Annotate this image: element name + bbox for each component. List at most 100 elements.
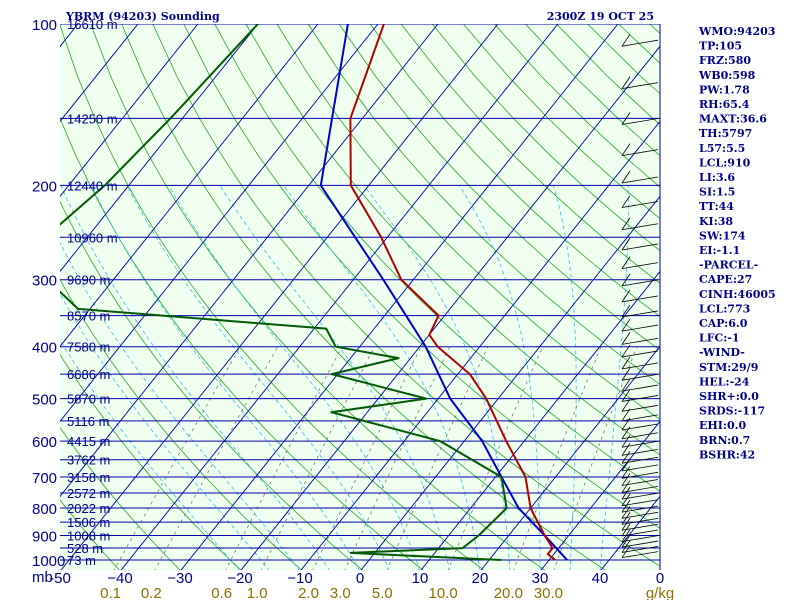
dry-adiabat <box>338 24 660 351</box>
wind-barb <box>621 378 659 392</box>
isotherm <box>300 120 660 570</box>
wind-barb <box>621 170 659 184</box>
moist-adiabat <box>168 185 420 570</box>
index-value: L57:5.5 <box>699 142 745 155</box>
mixing-ratio-line <box>113 346 241 570</box>
sounding-time: 2300Z 19 OCT 25 <box>547 10 654 23</box>
index-value: LCL:910 <box>699 156 751 169</box>
height-label: 5870 m <box>67 392 110 407</box>
temperature-tick-label: 40 <box>592 570 609 587</box>
mixing-ratio-label: 0.6 <box>211 585 232 600</box>
mixing-ratio-label: 1.0 <box>247 585 268 600</box>
mixing-ratio-unit: g/kg <box>646 585 674 600</box>
wind-barb <box>621 399 659 412</box>
wind-barb <box>621 506 659 519</box>
moist-adiabat <box>363 185 511 570</box>
height-label: 14250 m <box>67 111 118 126</box>
wind-barb <box>621 523 659 537</box>
isotherm <box>180 24 619 570</box>
parcel-trace <box>319 24 568 561</box>
index-value: HEL:-24 <box>699 375 750 388</box>
index-value: KI:38 <box>699 215 733 228</box>
index-value: SHR+:0.0 <box>699 390 759 403</box>
index-value: CAPE:27 <box>699 273 752 286</box>
pressure-unit-label: mb <box>32 569 53 586</box>
wind-barb <box>621 512 659 525</box>
dry-adiabat <box>121 24 606 570</box>
isotherm <box>60 24 499 570</box>
wind-barb <box>621 237 659 251</box>
height-label: 2022 m <box>67 501 110 516</box>
wind-barb <box>621 518 659 531</box>
index-value: EHI:0.0 <box>699 419 746 432</box>
mixing-ratio-label: 2.0 <box>298 585 319 600</box>
isotherm <box>60 24 199 198</box>
isotherm <box>60 24 379 423</box>
isotherm <box>60 24 139 123</box>
mixing-ratio-line <box>225 346 343 570</box>
moist-adiabat <box>599 185 629 570</box>
pressure-tick-label: 900 <box>32 528 57 545</box>
wind-barb <box>621 480 659 493</box>
wind-barb <box>621 112 659 125</box>
height-label: 3762 m <box>67 453 110 468</box>
index-value: WB0:598 <box>698 69 756 82</box>
isotherm <box>60 24 439 498</box>
temperature-trace <box>349 24 556 561</box>
index-value: SI:1.5 <box>699 186 735 199</box>
wind-barb <box>621 256 659 270</box>
isotherm <box>60 24 259 273</box>
temperature-tick-label: -50 <box>49 570 71 587</box>
index-value: -WIND- <box>699 346 745 359</box>
mixing-ratio-line <box>154 346 279 570</box>
wind-barb <box>621 195 659 208</box>
isotherm <box>360 195 660 570</box>
mixing-ratio-label: 0.1 <box>100 585 121 600</box>
dry-adiabat <box>183 24 660 529</box>
plot-background <box>60 24 660 570</box>
index-value: LCL:773 <box>699 302 750 315</box>
temperature-tick-label: 30 <box>532 570 549 587</box>
pressure-tick-label: 100 <box>32 17 57 34</box>
mixing-ratio-label: 3.0 <box>330 585 351 600</box>
wind-barb <box>621 76 659 90</box>
index-value: FRZ:580 <box>699 54 751 67</box>
index-value: LI:3.6 <box>699 171 735 184</box>
index-value: STM:29/9 <box>699 361 758 374</box>
moist-adiabat <box>126 185 390 570</box>
wind-barb <box>621 356 659 370</box>
index-value: CAP:6.0 <box>699 317 748 330</box>
mixing-ratio-line <box>312 346 422 570</box>
mixing-ratio-label: 0.2 <box>141 585 162 600</box>
index-value: SW:174 <box>699 229 746 242</box>
wind-barb <box>621 499 659 513</box>
index-value: -PARCEL- <box>699 259 758 272</box>
isotherm <box>480 345 660 570</box>
wind-axis-label: 0 <box>656 570 664 587</box>
isotherm <box>420 270 660 570</box>
moist-adiabat <box>60 339 240 570</box>
dry-adiabat <box>276 24 660 420</box>
index-value: WMO:94203 <box>698 25 775 38</box>
dry-adiabat <box>60 499 120 570</box>
dry-adiabat <box>60 426 181 570</box>
dry-adiabat <box>60 353 242 570</box>
wind-barb <box>621 143 659 156</box>
dry-adiabat <box>90 24 546 570</box>
mixing-ratio-label: 30.0 <box>534 585 563 600</box>
wind-barb <box>621 466 659 479</box>
temperature-tick-label: −20 <box>227 570 252 587</box>
wind-barb <box>621 289 659 303</box>
wind-barb <box>621 486 659 500</box>
wind-barb <box>621 217 659 231</box>
wind-barb <box>621 540 659 553</box>
index-value: CINH:46005 <box>699 288 776 301</box>
station-title: YBRM (94203) Sounding <box>65 10 220 23</box>
height-label: 3158 m <box>67 470 110 485</box>
moist-adiabat <box>90 185 360 570</box>
dry-adiabat <box>60 117 424 570</box>
temperature-tick-label: −30 <box>167 570 192 587</box>
index-value: TT:44 <box>699 200 734 213</box>
wind-barb <box>621 473 659 486</box>
moist-adiabat <box>219 185 451 570</box>
